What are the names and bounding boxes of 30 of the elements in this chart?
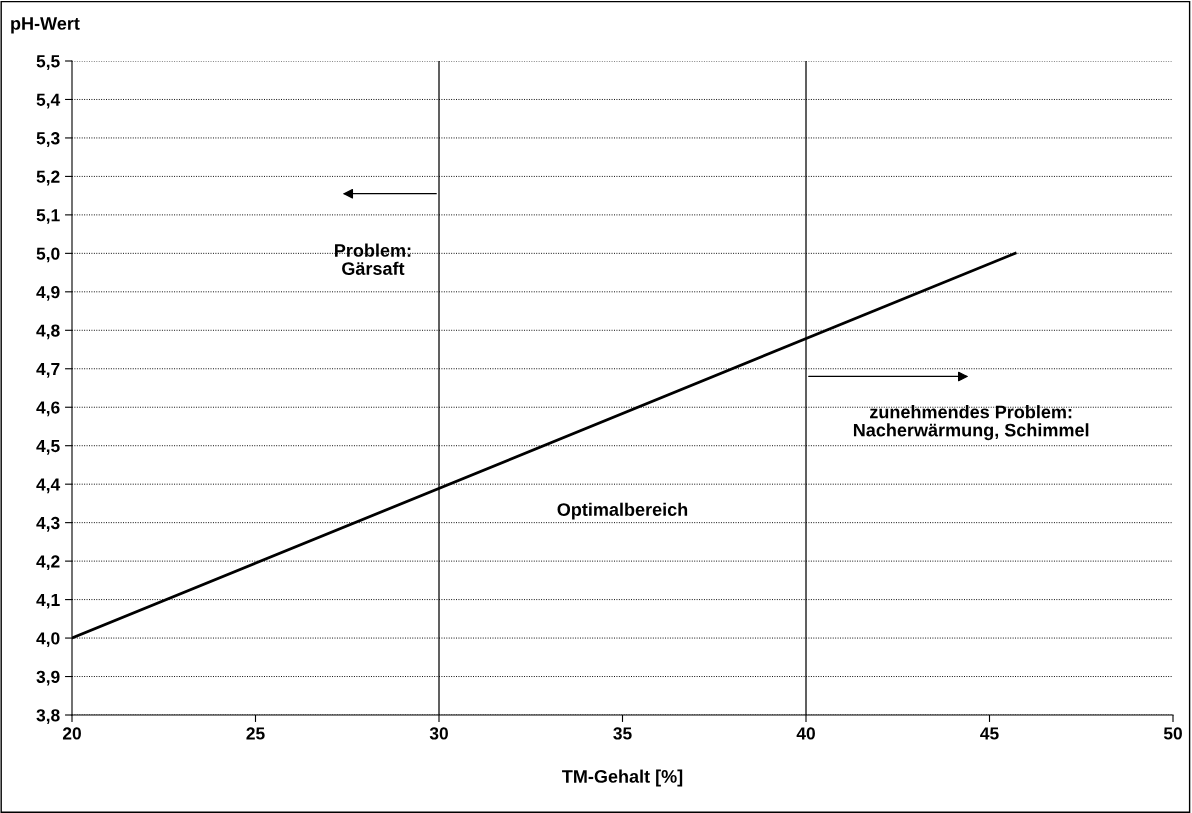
y-tick-label: 3,9 <box>36 670 60 686</box>
y-tick-label: 4,3 <box>36 516 60 532</box>
y-tick-label: 4,7 <box>36 363 60 378</box>
y-tick-label: 4,6 <box>36 401 60 417</box>
y-tick-label: 4,4 <box>36 478 61 494</box>
y-tick-label: 4,0 <box>36 632 60 648</box>
y-tick-label: 4,5 <box>36 440 60 455</box>
y-tick-label: 5,0 <box>36 247 60 263</box>
x-tick-label: 30 <box>429 727 448 740</box>
y-tick-label: 3,8 <box>36 709 60 724</box>
annotation: Optimalbereich <box>557 502 688 520</box>
x-tick-label: 20 <box>62 727 81 740</box>
y-tick-label: 4,9 <box>36 285 60 301</box>
annotation: Problem: Gärsaft <box>335 243 411 275</box>
x-tick-label: 45 <box>980 727 999 740</box>
x-tick-label: 40 <box>796 727 815 740</box>
y-tick-label: 5,5 <box>36 55 60 70</box>
x-axis-title: TM-Gehalt [%] <box>562 769 683 787</box>
y-tick-label: 5,1 <box>36 209 60 224</box>
y-tick-label: 4,2 <box>36 555 60 571</box>
annotation: zunehmendes Problem: Nacherwärmung, Schimmel <box>853 405 1089 441</box>
y-tick-label: 5,4 <box>36 93 61 109</box>
x-tick-label: 25 <box>246 727 265 740</box>
x-tick-label: 50 <box>1163 727 1182 740</box>
y-tick-label: 4,1 <box>36 593 60 609</box>
y-tick-label: 5,3 <box>36 132 60 147</box>
x-tick-label: 35 <box>613 727 632 740</box>
y-axis-title: pH-Wert <box>11 17 80 34</box>
y-tick-label: 5,2 <box>36 170 60 186</box>
y-tick-label: 4,8 <box>36 324 60 340</box>
